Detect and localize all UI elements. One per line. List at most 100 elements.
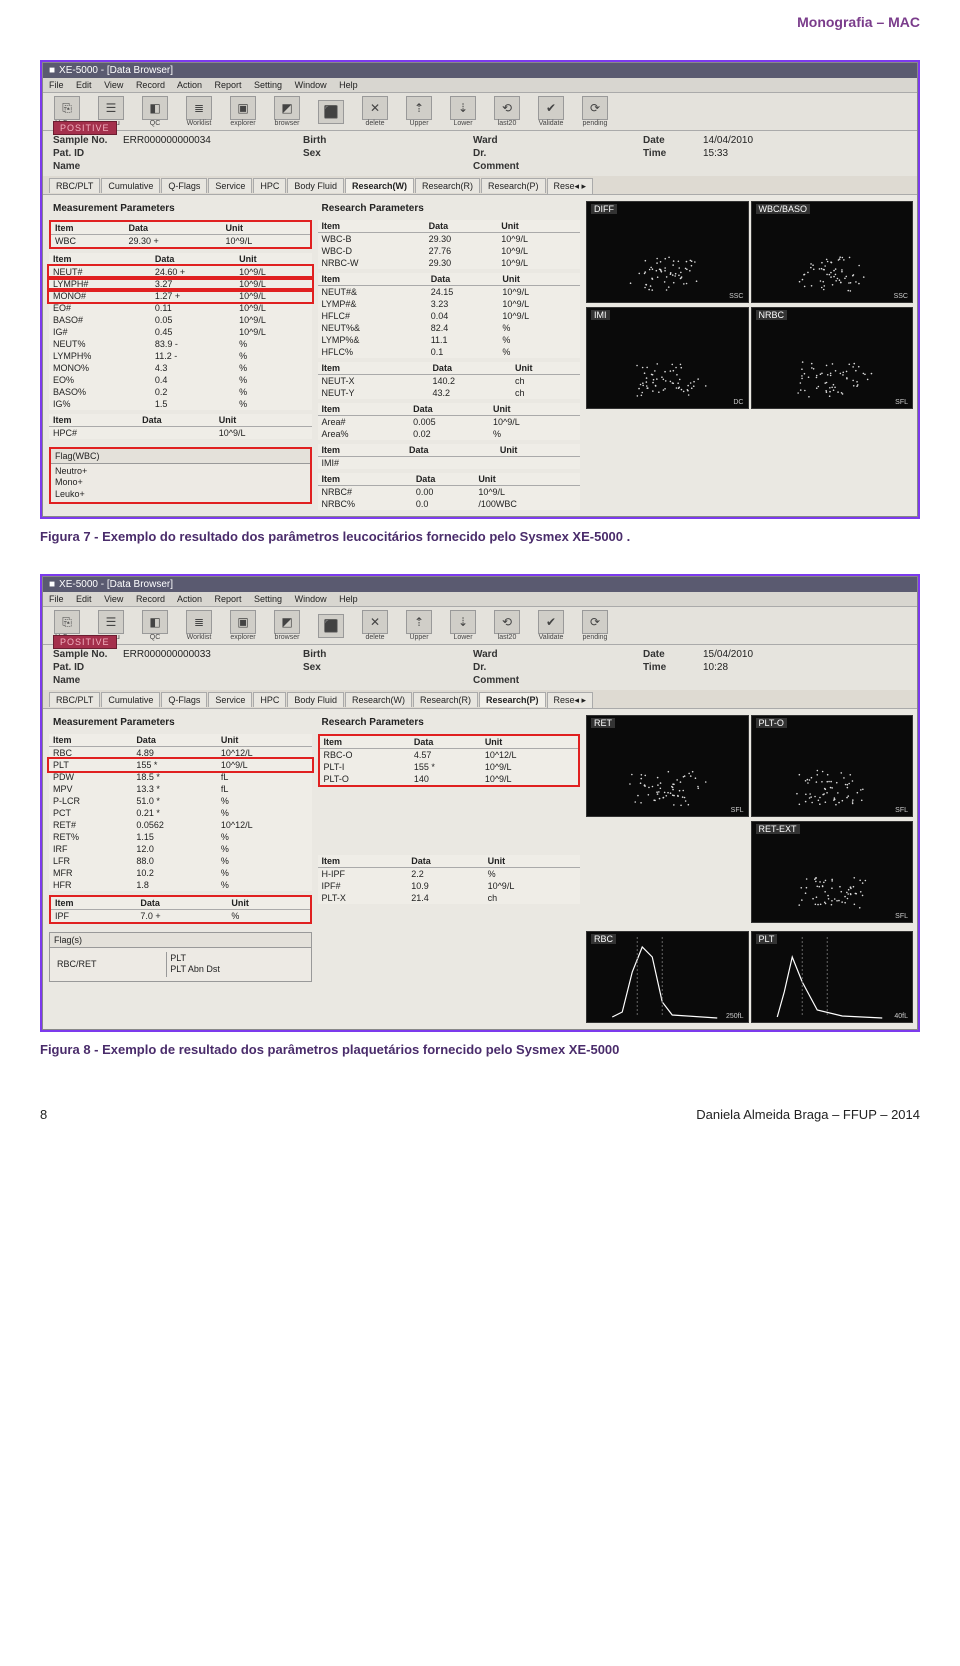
- tab-researchw[interactable]: Research(W): [345, 178, 414, 193]
- ward-value: [533, 135, 643, 146]
- tdrastically-btn[interactable]: ✕delete: [357, 96, 393, 127]
- cell: %: [235, 338, 311, 350]
- tab-researchp[interactable]: Research(P): [479, 692, 546, 707]
- tdrastically-btn[interactable]: ⬛: [313, 100, 349, 124]
- cell: 7.0 +: [136, 910, 227, 923]
- tab-researchp[interactable]: Research(P): [481, 178, 546, 193]
- col-header: Data: [427, 273, 499, 286]
- scatter-imi: IMIDC: [586, 307, 749, 409]
- tab-service[interactable]: Service: [208, 692, 252, 707]
- menu-item[interactable]: Window: [295, 594, 327, 604]
- col-header: Unit: [227, 897, 309, 910]
- tdrastically-btn[interactable]: ⟳pending: [577, 96, 613, 127]
- menu-item[interactable]: Record: [136, 80, 165, 90]
- tdrastically-btn[interactable]: ◧QC: [137, 610, 173, 641]
- scatter-plt-o: PLT-OSFL: [751, 715, 914, 817]
- cell: 10^9/L: [235, 278, 311, 290]
- window2: ■ XE-5000 - [Data Browser] File Edit Vie…: [42, 576, 918, 1030]
- toolbar-icon: ⇡: [406, 610, 432, 634]
- mid-column: Research Parameters ItemDataUnitWBC-B29.…: [318, 201, 581, 510]
- tab-bodyfluid[interactable]: Body Fluid: [287, 692, 344, 707]
- menu-item[interactable]: View: [104, 594, 123, 604]
- tab-cumulative[interactable]: Cumulative: [101, 692, 160, 707]
- left-column: Measurement Parameters ItemDataUnitWBC29…: [49, 201, 312, 510]
- tdrastically-btn[interactable]: ◧QC: [137, 96, 173, 127]
- tdrastically-btn[interactable]: ⇣Lower: [445, 96, 481, 127]
- tdrastically-btn[interactable]: ▣explorer: [225, 610, 261, 641]
- tab-qflags[interactable]: Q-Flags: [161, 178, 207, 193]
- col-header: Unit: [235, 253, 311, 266]
- menu-item[interactable]: Record: [136, 594, 165, 604]
- tdrastically-btn[interactable]: ≣Worklist: [181, 610, 217, 641]
- tdrastically-btn[interactable]: ⇡Upper: [401, 610, 437, 641]
- cell: 10^9/L: [217, 759, 312, 771]
- sex-label: Sex: [303, 148, 363, 159]
- axis-label: DC: [733, 399, 743, 406]
- tab-rese[interactable]: Rese◂ ▸: [547, 178, 594, 194]
- table-row: RBC4.8910^12/L: [49, 747, 312, 760]
- cell: ch: [511, 375, 580, 388]
- cell: 0.11: [151, 302, 235, 314]
- tab-cumulative[interactable]: Cumulative: [101, 178, 160, 193]
- positive-badge: POSITIVE: [53, 635, 117, 649]
- tdrastically-btn[interactable]: ≣Worklist: [181, 96, 217, 127]
- tab-researchw[interactable]: Research(W): [345, 692, 412, 707]
- tab-researchr[interactable]: Research(R): [413, 692, 478, 707]
- tab-bodyfluid[interactable]: Body Fluid: [287, 178, 344, 193]
- menu-item[interactable]: File: [49, 80, 64, 90]
- tab-service[interactable]: Service: [208, 178, 252, 193]
- tdrastically-btn[interactable]: ✔Validate: [533, 96, 569, 127]
- tdrastically-btn[interactable]: ◩browser: [269, 610, 305, 641]
- page-number: 8: [40, 1107, 47, 1122]
- col-header: Item: [51, 222, 124, 235]
- tdrastically-btn[interactable]: ⟳pending: [577, 610, 613, 641]
- tdrastically-btn[interactable]: ▣explorer: [225, 96, 261, 127]
- menu-item[interactable]: File: [49, 594, 64, 604]
- tdrastically-btn[interactable]: ⟲last20: [489, 610, 525, 641]
- tab-hpc[interactable]: HPC: [253, 692, 286, 707]
- menu-item[interactable]: Edit: [76, 594, 92, 604]
- tab-rbcplt[interactable]: RBC/PLT: [49, 692, 100, 707]
- tdrastically-btn[interactable]: ⇣Lower: [445, 610, 481, 641]
- menu-item[interactable]: Action: [177, 594, 202, 604]
- menu-item[interactable]: Setting: [254, 594, 282, 604]
- table-row: IMI#: [318, 457, 581, 470]
- toolbar-label: Validate: [539, 634, 564, 641]
- tdrastically-btn[interactable]: ⬛: [313, 614, 349, 638]
- toolbar-label: browser: [275, 120, 300, 127]
- tab-researchr[interactable]: Research(R): [415, 178, 480, 193]
- tdrastically-btn[interactable]: ⟲last20: [489, 96, 525, 127]
- menu-item[interactable]: Help: [339, 594, 358, 604]
- menu-item[interactable]: Window: [295, 80, 327, 90]
- axis-label: 250fL: [726, 1013, 744, 1020]
- cell: 10^9/L: [221, 235, 309, 248]
- caption-text: Figura 8 - Exemplo de resultado dos parâ…: [40, 1042, 619, 1057]
- menu-item[interactable]: Edit: [76, 80, 92, 90]
- toolbar-icon: ☰: [98, 610, 124, 634]
- ipf-highlight: ItemDataUnitIPF7.0 +%: [49, 895, 312, 924]
- cell: EO#: [49, 302, 151, 314]
- tab-rese[interactable]: Rese◂ ▸: [547, 692, 594, 708]
- menu-item[interactable]: Report: [215, 594, 242, 604]
- comment-label: Comment: [473, 161, 533, 172]
- tdrastically-btn[interactable]: ◩browser: [269, 96, 305, 127]
- cell: %: [217, 867, 312, 879]
- menu-item[interactable]: Action: [177, 80, 202, 90]
- table-row: NEUT-Y43.2ch: [318, 387, 581, 399]
- cell: PLT: [49, 759, 132, 771]
- menu-item[interactable]: Setting: [254, 80, 282, 90]
- research-table: ItemDataUnitNEUT#&24.1510^9/LLYMP#&3.231…: [318, 273, 581, 358]
- tab-qflags[interactable]: Q-Flags: [161, 692, 207, 707]
- tab-hpc[interactable]: HPC: [253, 178, 286, 193]
- tdrastically-btn[interactable]: ✕delete: [357, 610, 393, 641]
- tdrastically-btn[interactable]: ✔Validate: [533, 610, 569, 641]
- table-row: IPF#10.910^9/L: [318, 880, 581, 892]
- cell: 24.15: [427, 286, 499, 299]
- dr-label: Dr.: [473, 148, 533, 159]
- tdrastically-btn[interactable]: ⇡Upper: [401, 96, 437, 127]
- tab-rbcplt[interactable]: RBC/PLT: [49, 178, 100, 193]
- menu-item[interactable]: Help: [339, 80, 358, 90]
- menu-item[interactable]: View: [104, 80, 123, 90]
- menu-item[interactable]: Report: [215, 80, 242, 90]
- cell: 10^9/L: [497, 233, 580, 246]
